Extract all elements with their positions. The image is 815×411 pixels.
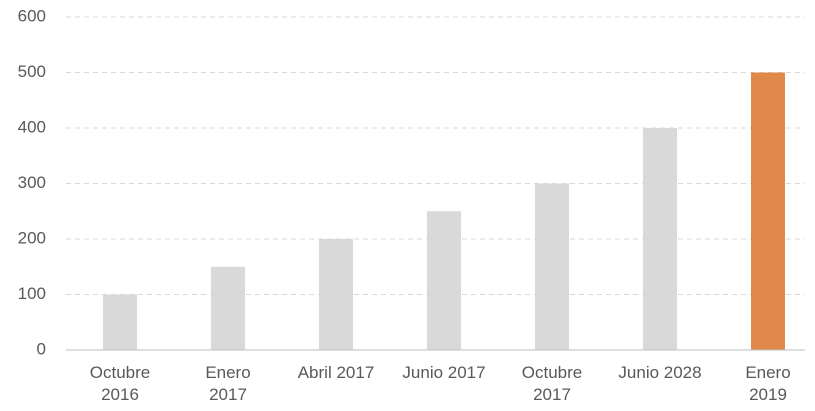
bar [319,239,353,350]
bar [751,72,785,350]
bar [211,266,245,350]
y-tick-label: 600 [18,6,46,25]
x-tick-label: Junio 2028 [618,363,702,382]
x-tick-label: Abril 2017 [297,363,375,382]
x-tick-label: Octubre 2016 [89,363,151,404]
bar [643,128,677,350]
bar [535,183,569,350]
y-tick-label: 300 [18,173,46,192]
y-tick-label: 400 [18,117,46,136]
y-tick-label: 100 [18,284,46,303]
y-tick-label: 200 [18,228,46,247]
x-tick-label: Enero 2017 [205,363,251,404]
bar [427,211,461,350]
bar [103,294,137,350]
x-tick-label: Enero 2019 [745,363,791,404]
x-tick-label: Octubre 2017 [521,363,583,404]
y-tick-label: 0 [37,339,46,358]
x-tick-label: Junio 2017 [402,363,486,382]
y-tick-label: 500 [18,62,46,81]
